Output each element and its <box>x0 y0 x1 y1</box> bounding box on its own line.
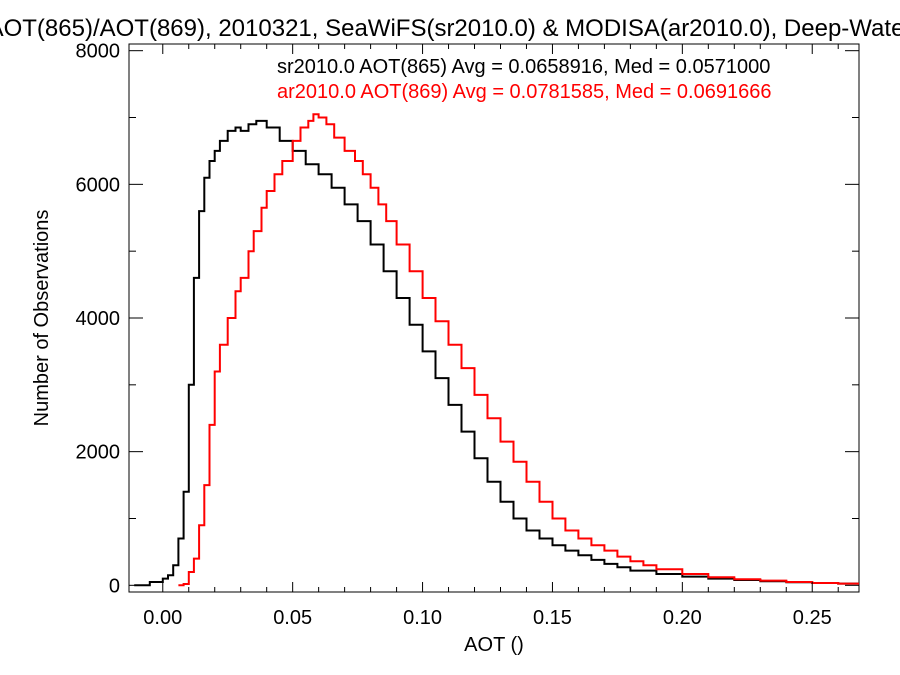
x-axis-ticks: 0.00 0.05 0.10 0.15 0.20 0.25 <box>143 44 839 629</box>
x-tick-label: 0.10 <box>403 607 442 629</box>
y-axis-label: Number of Observations <box>31 210 53 427</box>
series-line-sr2010 <box>134 119 859 587</box>
chart-title: AOT(865)/AOT(869), 2010321, SeaWiFS(sr20… <box>0 15 900 42</box>
y-tick-label: 2000 <box>76 442 121 464</box>
x-axis-label: AOT () <box>464 634 524 656</box>
legend-entry-ar2010: ar2010.0 AOT(869) Avg = 0.0781585, Med =… <box>277 81 771 103</box>
y-tick-label: 6000 <box>76 174 121 196</box>
y-tick-label: 4000 <box>76 308 121 330</box>
y-tick-label: 8000 <box>76 41 121 63</box>
x-tick-label: 0.00 <box>143 607 182 629</box>
x-tick-label: 0.20 <box>663 607 702 629</box>
y-tick-label: 0 <box>109 575 120 597</box>
x-tick-label: 0.15 <box>533 607 572 629</box>
series-line-ar2010 <box>178 113 859 587</box>
plot-frame <box>128 43 860 593</box>
series-layer <box>134 113 859 587</box>
x-tick-label: 0.25 <box>793 607 832 629</box>
legend-entry-sr2010: sr2010.0 AOT(865) Avg = 0.0658916, Med =… <box>277 56 770 78</box>
y-axis-ticks: 0 2000 4000 6000 8000 <box>76 41 859 597</box>
x-tick-label: 0.05 <box>273 607 312 629</box>
